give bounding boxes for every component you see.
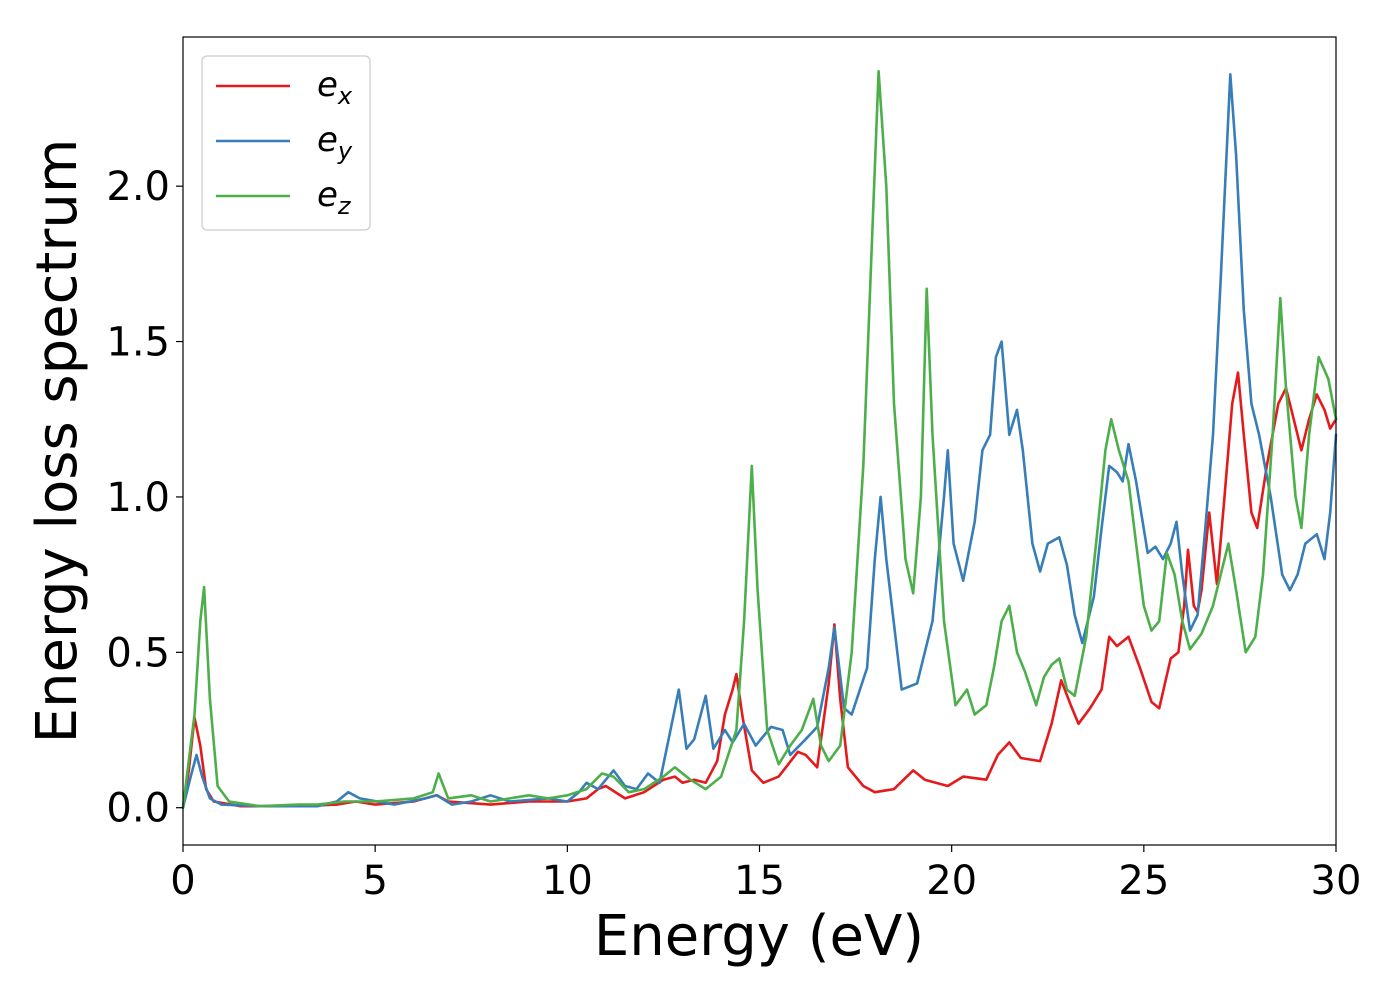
x-tick-label: 5: [362, 858, 387, 904]
y-axis: 0.0 0.5 1.0 1.5 2.0: [106, 164, 183, 832]
x-axis: 0 5 10 15 20 25 30: [170, 845, 1361, 904]
y-tick-label: 1.0: [106, 475, 170, 521]
legend-box: [201, 55, 371, 231]
y-tick-label: 0.0: [106, 786, 170, 832]
y-tick-label: 1.5: [106, 320, 170, 366]
series-line-ez: [181, 69, 1338, 809]
plot-background: [183, 37, 1336, 845]
y-tick-label: 0.5: [106, 630, 170, 676]
x-tick-label: 20: [926, 858, 977, 904]
x-tick-label: 30: [1311, 858, 1362, 904]
y-tick-label: 2.0: [106, 164, 170, 210]
x-axis-title: Energy (eV): [594, 904, 924, 969]
series-line-ex: [181, 371, 1338, 809]
x-tick-label: 0: [170, 858, 195, 904]
series-line-ey: [181, 73, 1338, 809]
x-tick-label: 10: [542, 858, 593, 904]
y-axis-title: Energy loss spectrum: [25, 139, 90, 744]
x-tick-label: 15: [734, 858, 785, 904]
x-tick-label: 25: [1118, 858, 1169, 904]
series-layer: [181, 69, 1338, 809]
